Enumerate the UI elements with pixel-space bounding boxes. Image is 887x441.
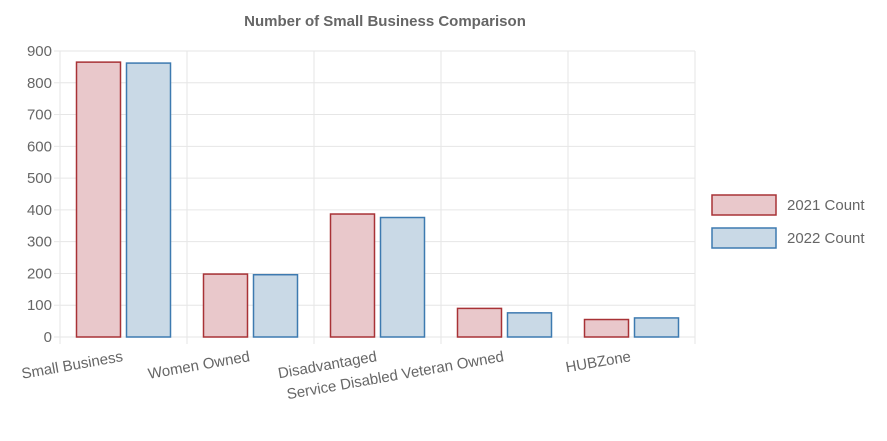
bar-series-0-hubzone[interactable] bbox=[583, 318, 630, 338]
legend-item-0[interactable]: 2021 Count bbox=[711, 194, 865, 216]
x-tick-label: Service Disabled Veteran Owned bbox=[285, 348, 505, 403]
bar-series-0-small-business[interactable] bbox=[75, 61, 122, 338]
y-tick-label: 500 bbox=[27, 170, 52, 187]
bar-series-1-disadvantaged[interactable] bbox=[379, 216, 426, 338]
legend-swatch bbox=[711, 194, 777, 216]
bar-series-0-disadvantaged[interactable] bbox=[329, 213, 376, 338]
y-tick-label: 900 bbox=[27, 43, 52, 60]
bar-series-0-service-disabled-veteran-owned[interactable] bbox=[456, 307, 503, 338]
y-tick-label: 100 bbox=[27, 297, 52, 314]
bar-series-0-women-owned[interactable] bbox=[202, 273, 249, 338]
y-tick-label: 800 bbox=[27, 75, 52, 92]
x-tick-label: Small Business bbox=[20, 348, 124, 383]
legend-swatch bbox=[711, 227, 777, 249]
bar-series-1-women-owned[interactable] bbox=[252, 273, 299, 338]
y-tick-label: 400 bbox=[27, 202, 52, 219]
legend-item-1[interactable]: 2022 Count bbox=[711, 227, 865, 249]
legend[interactable]: 2021 Count 2022 Count bbox=[711, 194, 865, 249]
x-tick-label: Women Owned bbox=[147, 348, 251, 383]
y-tick-label: 600 bbox=[27, 138, 52, 155]
bar-series-1-service-disabled-veteran-owned[interactable] bbox=[506, 312, 553, 338]
bar-series-1-small-business[interactable] bbox=[125, 62, 172, 338]
y-axis: 0 100 200 300 400 500 600 700 800 900 bbox=[27, 43, 60, 346]
y-tick-label: 200 bbox=[27, 265, 52, 282]
x-tick-label: HUBZone bbox=[564, 348, 632, 376]
y-tick-label: 0 bbox=[44, 329, 52, 346]
bar-series-1-hubzone[interactable] bbox=[633, 317, 680, 338]
x-axis: Small Business Women Owned DisadvantagedSe… bbox=[20, 348, 632, 403]
legend-label: 2022 Count bbox=[787, 230, 865, 247]
y-tick-label: 300 bbox=[27, 234, 52, 251]
y-tick-label: 700 bbox=[27, 107, 52, 124]
chart-title: Number of Small Business Comparison bbox=[244, 13, 526, 30]
legend-label: 2021 Count bbox=[787, 197, 865, 214]
bars bbox=[75, 61, 680, 338]
